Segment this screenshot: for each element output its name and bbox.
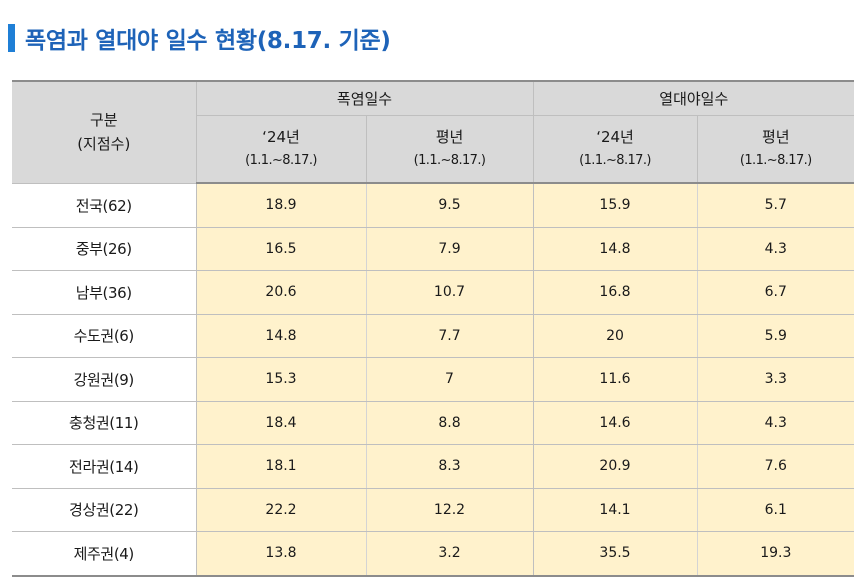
header-normal-label: 평년 [761, 128, 790, 146]
header-period: (1.1.~8.17.) [739, 153, 812, 168]
page-title-row: 폭염과 열대야 일수 현황(8.17. 기준) [8, 22, 391, 54]
table-row: 경상권(22) 22.2 12.2 14.1 6.1 [12, 488, 855, 532]
region-cell: 전라권(14) [12, 444, 196, 489]
heat-normal-cell: 10.7 [365, 270, 534, 315]
heat-2024-cell: 16.5 [195, 227, 366, 271]
tropical-normal-cell: 19.3 [696, 531, 855, 577]
heat-tropical-nights-table: 구분 (지점수) 폭염일수 열대야일수 ‘24년 (1.1.~8.17.) 평년… [12, 80, 855, 577]
tropical-2024-cell: 16.8 [532, 270, 698, 315]
header-tropical-normal: 평년 (1.1.~8.17.) [696, 115, 855, 184]
header-period: (1.1.~8.17.) [245, 153, 317, 168]
region-cell: 충청권(11) [12, 401, 196, 445]
heat-2024-cell: 20.6 [195, 270, 366, 315]
heat-normal-cell: 12.2 [365, 488, 534, 532]
tropical-normal-cell: 6.1 [696, 488, 855, 532]
header-heat-normal: 평년 (1.1.~8.17.) [365, 115, 534, 184]
region-cell: 강원권(9) [12, 357, 196, 402]
header-period: (1.1.~8.17.) [413, 153, 486, 168]
tropical-normal-cell: 7.6 [696, 444, 855, 489]
header-normal-label: 평년 [435, 128, 464, 146]
heat-normal-cell: 8.8 [365, 401, 534, 445]
header-tropical-nights: 열대야일수 [532, 80, 855, 116]
heat-2024-cell: 18.4 [195, 401, 366, 445]
tropical-normal-cell: 5.9 [696, 314, 855, 358]
tropical-2024-cell: 15.9 [532, 183, 698, 228]
region-cell: 중부(26) [12, 227, 196, 271]
table-row: 충청권(11) 18.4 8.8 14.6 4.3 [12, 401, 855, 445]
header-category-label: 구분 [89, 111, 118, 130]
heat-2024-cell: 15.3 [195, 357, 366, 402]
header-category-sublabel: (지점수) [77, 135, 131, 154]
tropical-2024-cell: 20 [532, 314, 698, 358]
tropical-2024-cell: 11.6 [532, 357, 698, 402]
heat-2024-cell: 22.2 [195, 488, 366, 532]
tropical-normal-cell: 4.3 [696, 227, 855, 271]
header-tropical-2024: ‘24년 (1.1.~8.17.) [532, 115, 698, 184]
heat-normal-cell: 3.2 [365, 531, 534, 577]
tropical-2024-cell: 20.9 [532, 444, 698, 489]
tropical-2024-cell: 35.5 [532, 531, 698, 577]
region-cell: 제주권(4) [12, 531, 196, 577]
tropical-2024-cell: 14.8 [532, 227, 698, 271]
table-row: 전국(62) 18.9 9.5 15.9 5.7 [12, 183, 855, 228]
region-cell: 경상권(22) [12, 488, 196, 532]
region-cell: 전국(62) [12, 183, 196, 228]
title-accent-bar [8, 24, 15, 52]
header-heatwave-days: 폭염일수 [195, 80, 534, 116]
table-body: 전국(62) 18.9 9.5 15.9 5.7 중부(26) 16.5 7.9 14.8 4.3… [12, 183, 855, 577]
tropical-normal-cell: 5.7 [696, 183, 855, 228]
table-row: 전라권(14) 18.1 8.3 20.9 7.6 [12, 444, 855, 489]
header-category: 구분 (지점수) [12, 80, 197, 184]
header-year-label: ‘24년 [262, 128, 300, 146]
heat-2024-cell: 13.8 [195, 531, 366, 577]
heat-normal-cell: 7.9 [365, 227, 534, 271]
heat-normal-cell: 7.7 [365, 314, 534, 358]
header-heat-2024: ‘24년 (1.1.~8.17.) [195, 115, 367, 184]
heat-2024-cell: 14.8 [195, 314, 366, 358]
table-row: 강원권(9) 15.3 7 11.6 3.3 [12, 357, 855, 402]
table-row: 남부(36) 20.6 10.7 16.8 6.7 [12, 270, 855, 315]
heat-normal-cell: 9.5 [365, 183, 534, 228]
heat-2024-cell: 18.1 [195, 444, 366, 489]
tropical-normal-cell: 6.7 [696, 270, 855, 315]
heat-normal-cell: 7 [365, 357, 534, 402]
region-cell: 수도권(6) [12, 314, 196, 358]
heat-2024-cell: 18.9 [195, 183, 366, 228]
table-row: 제주권(4) 13.8 3.2 35.5 19.3 [12, 531, 855, 577]
table-row: 중부(26) 16.5 7.9 14.8 4.3 [12, 227, 855, 271]
tropical-2024-cell: 14.6 [532, 401, 698, 445]
tropical-normal-cell: 4.3 [696, 401, 855, 445]
table-header: 구분 (지점수) 폭염일수 열대야일수 ‘24년 (1.1.~8.17.) 평년… [12, 80, 855, 184]
tropical-2024-cell: 14.1 [532, 488, 698, 532]
region-cell: 남부(36) [12, 270, 196, 315]
heat-normal-cell: 8.3 [365, 444, 534, 489]
page-title: 폭염과 열대야 일수 현황(8.17. 기준) [25, 28, 391, 54]
header-period: (1.1.~8.17.) [579, 153, 651, 168]
tropical-normal-cell: 3.3 [696, 357, 855, 402]
table-row: 수도권(6) 14.8 7.7 20 5.9 [12, 314, 855, 358]
header-year-label: ‘24년 [596, 128, 634, 146]
